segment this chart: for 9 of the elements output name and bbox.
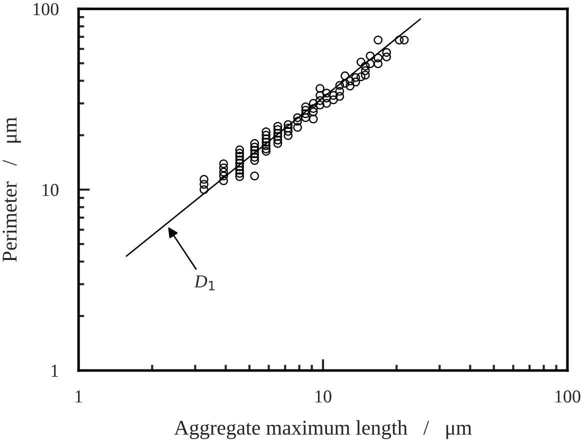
x-tick-label: 1 [76, 390, 82, 402]
annotation: D$_{1}$ [194, 275, 214, 290]
y-axis-title: Perimeter / μm [2, 117, 21, 262]
y-tick-label: 10 [42, 184, 58, 196]
x-tick-label: 10 [316, 390, 332, 403]
y-tick-label: 1 [52, 364, 58, 377]
x-tick-label: 100 [555, 390, 580, 403]
y-tick-label: 100 [34, 3, 58, 16]
x-axis-title: Aggregate maximum length / μm [174, 420, 472, 440]
